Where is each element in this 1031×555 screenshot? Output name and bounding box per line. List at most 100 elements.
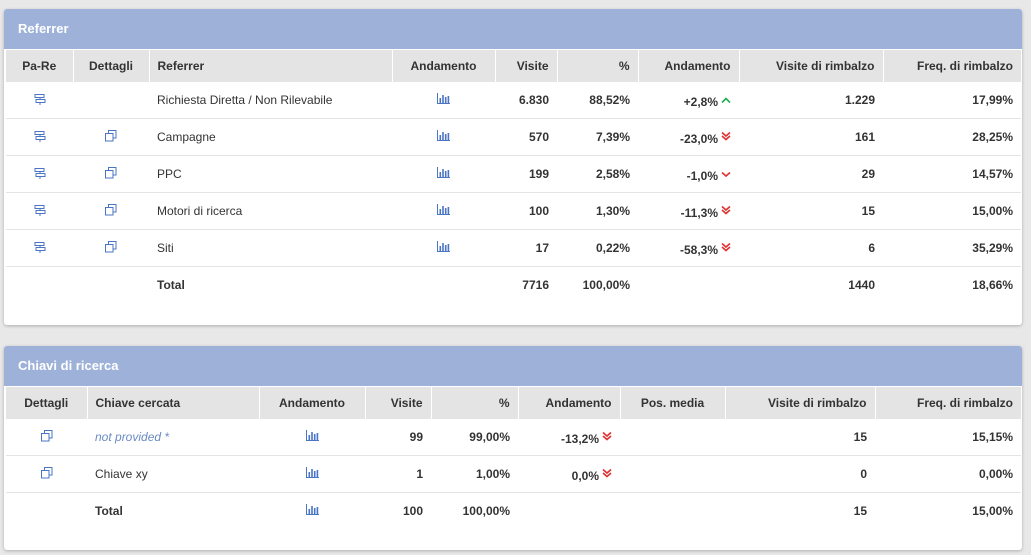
total-bounce-visits: 15 <box>725 492 875 529</box>
bounce-rate-value: 15,15% <box>875 419 1021 456</box>
percent-value: 7,39% <box>557 118 638 156</box>
table-row: PPC 199 2,58% -1,0% 29 14,57% <box>6 155 1021 193</box>
bounce-visits-value: 15 <box>739 192 883 230</box>
bar-chart-icon[interactable] <box>305 504 319 518</box>
trend-value: -13,2% <box>560 431 599 446</box>
keywords-col-header[interactable]: Andamento <box>518 387 621 419</box>
trend-value: -23,0% <box>679 131 718 146</box>
avg-position-value <box>620 455 725 493</box>
percent-value: 2,58% <box>557 155 638 193</box>
referrer-panel-title: Referrer <box>4 9 1022 49</box>
bar-chart-icon[interactable] <box>305 430 319 444</box>
details-icon[interactable] <box>105 129 117 145</box>
double-chevron-down-icon <box>602 467 612 481</box>
avg-position-value <box>620 419 725 456</box>
table-row: Motori di ricerca 100 1,30% -11,3% 15 15… <box>6 192 1021 230</box>
table-row: Richiesta Diretta / Non Rilevabile 6.830… <box>6 82 1021 119</box>
visits-value: 1 <box>365 455 431 493</box>
trend-value: +2,8% <box>683 94 718 109</box>
bar-chart-icon[interactable] <box>437 167 450 181</box>
visits-value: 570 <box>495 118 557 156</box>
signpost-icon[interactable] <box>34 93 46 108</box>
arrow-up-icon <box>721 93 731 107</box>
referrer-name[interactable]: Motori di ricerca <box>149 192 392 230</box>
bounce-visits-value: 0 <box>725 455 875 493</box>
bar-chart-icon[interactable] <box>437 93 450 107</box>
referrer-col-header[interactable]: Andamento <box>638 50 740 82</box>
keywords-col-header[interactable]: Freq. di rimbalzo <box>875 387 1021 419</box>
table-row: Siti 17 0,22% -58,3% 6 35,29% <box>6 229 1021 267</box>
referrer-name[interactable]: Richiesta Diretta / Non Rilevabile <box>149 82 392 119</box>
keyword-name[interactable]: not provided * <box>87 419 259 456</box>
trend-value: -58,3% <box>679 242 718 257</box>
details-icon[interactable] <box>40 466 53 482</box>
keywords-col-header[interactable]: Visite di rimbalzo <box>725 387 876 419</box>
total-visits: 7716 <box>495 266 557 303</box>
bar-chart-icon[interactable] <box>305 467 319 481</box>
keywords-col-header[interactable]: Visite <box>365 387 432 419</box>
double-chevron-down-icon <box>721 241 731 255</box>
referrer-col-header[interactable]: Referrer <box>149 50 393 82</box>
bounce-rate-value: 14,57% <box>883 155 1021 193</box>
details-icon[interactable] <box>105 203 117 219</box>
trend-value: 0,0% <box>571 468 599 483</box>
referrer-name[interactable]: Campagne <box>149 118 392 156</box>
keywords-panel: Chiavi di ricerca Dettagli Chiave cercata… <box>4 346 1022 550</box>
keywords-table: Dettagli Chiave cercata Andamento Visite% An… <box>6 387 1021 529</box>
double-chevron-down-icon <box>721 130 731 144</box>
referrer-col-header[interactable]: Pa-Re <box>6 50 74 82</box>
table-row: not provided * 99 99,00% -13,2% 15 15,15… <box>6 419 1021 456</box>
referrer-col-header[interactable]: Visite di rimbalzo <box>739 50 884 82</box>
keyword-name[interactable]: Chiave xy <box>87 455 259 493</box>
keywords-col-header[interactable]: % <box>431 387 519 419</box>
percent-value: 88,52% <box>557 82 638 119</box>
details-icon[interactable] <box>105 240 117 256</box>
signpost-icon[interactable] <box>34 167 46 182</box>
percent-value: 0,22% <box>557 229 638 267</box>
visits-value: 6.830 <box>495 82 557 119</box>
keywords-col-header[interactable]: Andamento <box>259 387 366 419</box>
bounce-visits-value: 6 <box>739 229 883 267</box>
keywords-panel-title: Chiavi di ricerca <box>4 346 1022 386</box>
chevron-down-icon <box>721 167 731 181</box>
trend-value: -1,0% <box>686 168 718 183</box>
bounce-rate-value: 0,00% <box>875 455 1021 493</box>
table-row: Chiave xy 1 1,00% 0,0% 0 0,00% <box>6 455 1021 493</box>
details-icon[interactable] <box>40 429 53 445</box>
keywords-col-header[interactable]: Dettagli <box>6 387 88 419</box>
bounce-rate-value: 35,29% <box>883 229 1021 267</box>
total-bounce-rate: 15,00% <box>875 492 1021 529</box>
bounce-visits-value: 161 <box>739 118 883 156</box>
details-icon[interactable] <box>105 166 117 182</box>
percent-value: 1,30% <box>557 192 638 230</box>
signpost-icon[interactable] <box>34 204 46 219</box>
total-bounce-rate: 18,66% <box>883 266 1021 303</box>
signpost-icon[interactable] <box>34 130 46 145</box>
keywords-col-header[interactable]: Pos. media <box>620 387 726 419</box>
total-label: Total <box>149 266 392 303</box>
bar-chart-icon[interactable] <box>437 241 450 255</box>
bounce-rate-value: 28,25% <box>883 118 1021 156</box>
keywords-col-header[interactable]: Chiave cercata <box>87 387 260 419</box>
referrer-col-header[interactable]: Dettagli <box>73 50 150 82</box>
referrer-col-header[interactable]: Andamento <box>392 50 496 82</box>
total-percent: 100,00% <box>431 492 518 529</box>
referrer-col-header[interactable]: % <box>557 50 639 82</box>
trend-value: -11,3% <box>680 205 718 220</box>
referrer-name[interactable]: Siti <box>149 229 392 267</box>
total-visits: 100 <box>365 492 431 529</box>
bounce-visits-value: 15 <box>725 419 875 456</box>
bounce-rate-value: 17,99% <box>883 82 1021 119</box>
referrer-table: Pa-Re Dettagli Referrer Andamento Visite% And… <box>6 50 1021 303</box>
bounce-rate-value: 15,00% <box>883 192 1021 230</box>
referrer-col-header[interactable]: Visite <box>495 50 558 82</box>
double-chevron-down-icon <box>721 204 731 218</box>
bar-chart-icon[interactable] <box>437 204 450 218</box>
visits-value: 199 <box>495 155 557 193</box>
signpost-icon[interactable] <box>34 241 46 256</box>
total-bounce-visits: 1440 <box>739 266 883 303</box>
bar-chart-icon[interactable] <box>437 130 450 144</box>
percent-value: 1,00% <box>431 455 518 493</box>
referrer-name[interactable]: PPC <box>149 155 392 193</box>
referrer-col-header[interactable]: Freq. di rimbalzo <box>883 50 1021 82</box>
